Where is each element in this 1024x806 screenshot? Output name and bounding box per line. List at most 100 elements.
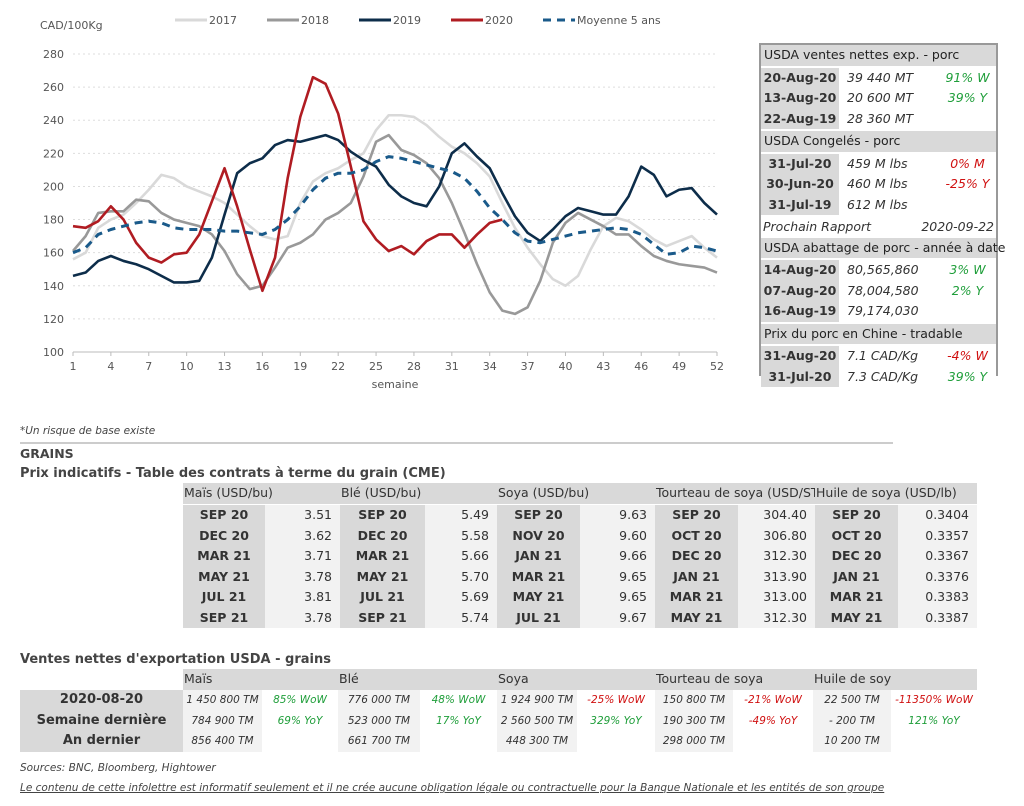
panel-change: 39% Y [947,90,988,105]
x-tick-label: 16 [255,360,269,373]
panel-value: 460 M lbs [847,176,908,191]
futures-date-column-bg [183,505,265,628]
panel-section-header: USDA ventes nettes exp. - porc [761,45,996,66]
panel-value: 612 M lbs [847,196,908,212]
contract-month: DEC 20 [671,548,722,563]
panel-section-header: USDA abattage de porc - année à date [761,237,1005,258]
sources-note: Sources: BNC, Bloomberg, Hightower [20,762,216,774]
export-change: -21% WoW [744,694,802,706]
panel-row: 30-Jun-20 460 M lbs -25% Y [761,174,996,195]
contract-price: 9.67 [619,609,647,625]
contract-price: 5.70 [461,568,489,584]
x-tick-label: 13 [218,360,232,373]
export-header: Tourteau de soya [655,669,813,690]
series-line-2019 [72,133,718,284]
contract-month: MAY 21 [356,568,409,584]
contract-price: 306.80 [763,527,807,543]
panel-change [939,195,996,216]
x-tick-label: 34 [483,360,497,373]
export-change [577,731,655,752]
contract-month: MAR 21 [829,589,884,604]
export-value: 2 560 500 TM [500,714,574,727]
panel-date: 31-Jul-20 [761,366,839,387]
x-tick-label: 46 [634,360,648,373]
contract-month: MAR 21 [669,589,724,604]
panel-change: 3% W [949,262,986,277]
futures-date-column-bg [497,505,580,628]
contract-month: OCT 20 [671,527,722,543]
panel-row: 31-Jul-20 459 M lbs 0% M [761,153,996,174]
panel-section-header: Prix du porc en Chine - tradable [761,323,996,344]
contract-price: 5.74 [461,609,489,625]
x-tick-label: 37 [521,360,535,373]
panel-value: 7.3 CAD/Kg [847,368,919,384]
panel-value: 79,174,030 [847,303,919,318]
export-value: 448 300 TM [505,735,569,747]
panel-row: 31-Aug-20 7.1 CAD/Kg -4% W [761,346,996,367]
x-tick-label: 10 [180,360,194,373]
panel-value: 459 M lbs [847,155,908,171]
legend-label: Moyenne 5 ans [577,14,661,27]
contract-month: MAY 21 [830,609,883,625]
export-value: 661 700 TM [347,735,411,747]
next-report-label: Prochain Rapport [763,219,872,234]
contract-price: 5.58 [461,527,489,543]
panel-date: 31-Jul-19 [761,194,839,215]
export-value: 298 000 TM [662,735,726,747]
export-change: 69% YoY [277,714,323,727]
contract-price: 0.3387 [925,609,969,625]
contract-month: MAY 21 [670,609,723,625]
export-value: 22 500 TM [824,694,880,706]
panel-date: 07-Aug-20 [761,280,839,301]
contract-month: JUL 21 [360,589,405,604]
x-tick-label: 19 [293,360,307,373]
legend-label: 2020 [485,14,513,27]
panel-row: 07-Aug-20 78,004,580 2% Y [761,280,996,301]
futures-header: Huile de soya (USD/lb) [815,483,977,504]
panel-value: 39 440 MT [847,69,914,85]
y-tick-label: 280 [43,48,64,61]
contract-price: 312.30 [763,609,807,625]
x-tick-label: 40 [558,360,572,373]
contract-month: MAY 21 [512,589,565,604]
y-tick-label: 140 [43,280,64,293]
panel-date: 16-Aug-19 [761,301,839,322]
y-tick-label: 180 [43,214,64,227]
futures-date-column-bg [815,505,898,628]
contract-month: JAN 21 [673,568,720,584]
series-line-moyenne-5-ans [72,155,718,256]
panel-row: 13-Aug-20 20 600 MT 39% Y [761,88,996,109]
contract-price: 5.49 [461,507,489,522]
disclaimer-link[interactable]: Le contenu de cette infolettre est infor… [20,782,885,794]
grains-title: GRAINS [20,446,74,461]
futures-value-column-bg [898,505,977,628]
futures-value-column-bg [738,505,815,628]
series-line-2018 [72,133,718,316]
legend-label: 2018 [301,14,329,27]
contract-month: JUL 21 [516,609,561,625]
futures-value-column-bg [580,505,655,628]
export-value: 150 800 TM [662,694,726,706]
panel-date: 31-Jul-20 [761,153,839,174]
y-tick-label: 160 [43,247,64,260]
panel-change: 2% Y [951,282,984,298]
contract-month: MAR 21 [355,548,410,563]
contract-month: DEC 20 [199,527,249,543]
contract-month: OCT 20 [831,527,882,543]
contract-price: 9.65 [619,589,647,604]
panel-change: -25% Y [945,176,990,191]
legend-label: 2019 [393,14,421,27]
contract-price: 3.62 [304,527,332,543]
futures-header: Maïs (USD/bu) [183,483,340,504]
panel-date: 31-Aug-20 [761,346,839,367]
futures-date-column-bg [655,505,738,628]
row-label-bg [20,690,183,752]
contract-month: JAN 21 [833,568,880,584]
contract-price: 9.60 [619,527,647,543]
futures-header: Tourteau de soya (USD/ST [655,483,815,504]
contract-price: 0.3367 [925,548,969,563]
panel-change [939,109,996,130]
export-change: -25% WoW [587,694,645,706]
contract-price: 304.40 [763,507,807,522]
panel-change: 39% Y [947,368,988,384]
